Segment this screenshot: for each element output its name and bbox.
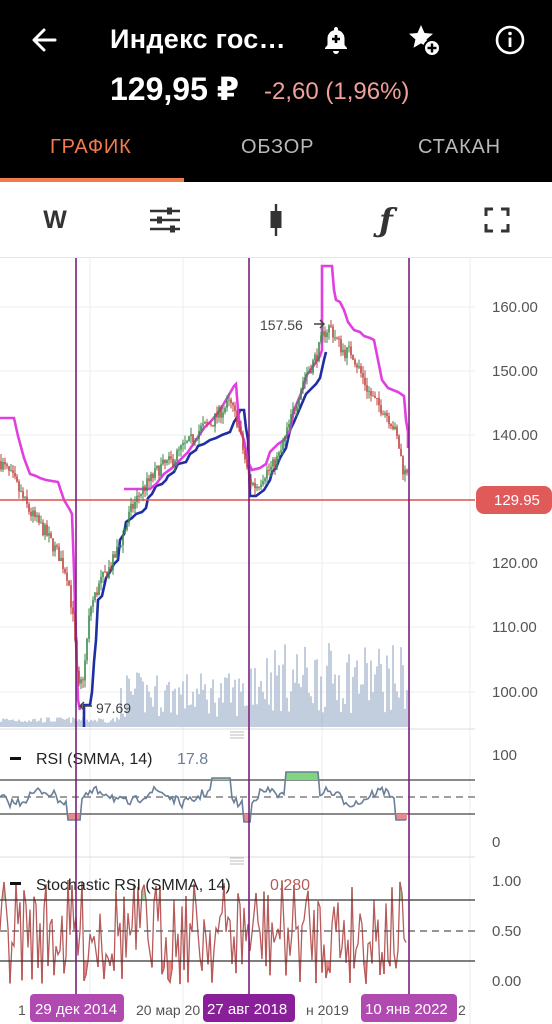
marker-label-2022[interactable]: 10 янв 2022 <box>361 994 457 1022</box>
date-label: 1 <box>18 1002 26 1018</box>
tab-chart[interactable]: ГРАФИК <box>50 136 132 158</box>
stoch-resize-handle[interactable] <box>230 857 244 865</box>
rsi-indicator-name: RSI (SMMA, 14) <box>36 751 152 768</box>
marker-label-2018[interactable]: 27 авг 2018 <box>203 994 295 1022</box>
date-label: 20 мар 20 <box>136 1002 200 1018</box>
tab-bar: ГРАФИК ОБЗОР СТАКАН <box>0 120 552 182</box>
lower-band-line <box>82 351 328 727</box>
back-arrow-icon[interactable] <box>22 18 66 62</box>
high-arrow-icon <box>314 319 326 329</box>
tab-order-book[interactable]: СТАКАН <box>418 136 501 158</box>
stoch-indicator-name: Stochastic RSI (SMMA, 14) <box>36 877 231 894</box>
date-axis: 1 20 мар 20 н 2019 2 <box>18 1002 466 1018</box>
date-label: 2 <box>458 1002 466 1018</box>
time-markers <box>75 258 410 994</box>
rsi-tick: 100 <box>492 747 517 764</box>
stoch-collapse-dash-icon[interactable] <box>10 882 21 885</box>
high-price-annotation: 157.56 <box>260 317 303 333</box>
function-icon[interactable]: ƒ <box>379 201 393 239</box>
price-tick: 100.00 <box>492 684 538 701</box>
rsi-resize-handle[interactable] <box>230 731 244 739</box>
low-arrow-icon <box>78 701 92 711</box>
price-tick: 110.00 <box>492 619 537 636</box>
price-tick: 140.00 <box>492 427 538 444</box>
current-price: 129,95 ₽ <box>110 71 240 107</box>
info-icon[interactable] <box>488 18 532 62</box>
price-tick: 150.00 <box>492 363 538 380</box>
stoch-value: 0.280 <box>270 877 310 894</box>
low-price-annotation: 97.69 <box>96 700 131 716</box>
fullscreen-icon[interactable] <box>473 196 521 244</box>
rsi-value: 17.8 <box>177 751 208 768</box>
candlestick-chart-type-icon[interactable] <box>252 196 300 244</box>
price-tick: 160.00 <box>492 299 538 316</box>
stoch-rsi-line <box>0 879 407 985</box>
marker-label-text: 27 авг 2018 <box>207 1001 287 1018</box>
price-candles <box>0 319 408 690</box>
instrument-title: Индекс гос… <box>110 24 286 54</box>
stoch-tick: 0.00 <box>492 973 521 990</box>
date-label: н 2019 <box>306 1002 349 1018</box>
price-tick: 120.00 <box>492 555 538 572</box>
chart-toolbar: W ƒ <box>0 182 552 258</box>
upper-band-line <box>0 264 410 711</box>
chart-grid <box>0 258 475 1024</box>
marker-label-text: 29 дек 2014 <box>35 1001 117 1018</box>
add-alert-bell-icon[interactable] <box>314 18 358 62</box>
top-bar: Индекс гос… 129,95 ₽ -2,60 (1,96%) <box>0 0 552 120</box>
stoch-tick: 0.50 <box>492 923 521 940</box>
stoch-tick: 1.00 <box>492 873 521 890</box>
last-price-badge-label: 129.95 <box>494 492 540 509</box>
indicators-sliders-icon[interactable] <box>141 196 189 244</box>
rsi-line <box>0 771 406 823</box>
active-tab-indicator <box>0 178 184 182</box>
price-chart[interactable]: 157.56 97.69 160.00 150.00 140.00 120.00… <box>0 258 552 1024</box>
volume-bars <box>0 643 408 727</box>
rsi-collapse-dash-icon[interactable] <box>10 757 21 760</box>
rsi-panel: RSI (SMMA, 14) 17.8 100 0 <box>0 747 517 851</box>
timeframe-button[interactable]: W <box>43 205 67 234</box>
tab-overview[interactable]: ОБЗОР <box>241 136 315 158</box>
rsi-tick: 0 <box>492 834 500 851</box>
marker-label-2014[interactable]: 29 дек 2014 <box>30 994 124 1022</box>
add-favorite-star-icon[interactable] <box>402 18 446 62</box>
stoch-rsi-panel: Stochastic RSI (SMMA, 14) 0.280 1.00 0.5… <box>0 873 521 990</box>
last-price-badge: 129.95 <box>476 486 552 514</box>
price-axis: 160.00 150.00 140.00 120.00 110.00 100.0… <box>492 299 538 701</box>
marker-label-text: 10 янв 2022 <box>365 1001 448 1018</box>
price-change: -2,60 (1,96%) <box>264 78 410 105</box>
